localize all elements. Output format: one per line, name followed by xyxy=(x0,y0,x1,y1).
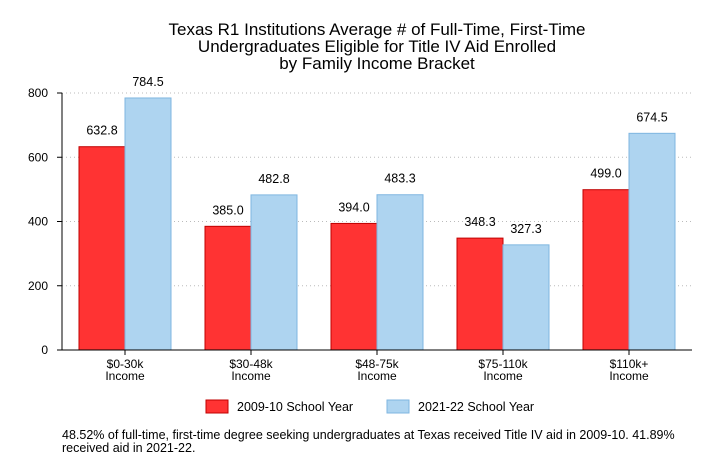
chart-title-line: Undergraduates Eligible for Title IV Aid… xyxy=(198,37,556,56)
x-tick-label: $48-75k xyxy=(355,357,399,371)
x-tick-label: $110k+ xyxy=(610,357,649,371)
bar xyxy=(628,132,676,351)
legend-swatch xyxy=(205,399,229,414)
x-tick-label: Income xyxy=(357,369,397,383)
y-tick-label: 800 xyxy=(28,86,48,100)
chart-title-line: by Family Income Bracket xyxy=(279,54,475,73)
bar xyxy=(78,146,126,351)
bar xyxy=(502,244,550,351)
bar xyxy=(376,194,424,351)
data-label: 632.8 xyxy=(86,124,117,138)
y-tick-label: 600 xyxy=(28,150,48,164)
data-labels: 632.8 784.5 385.0 482.8 394.0 483.3 348.3 327.3… xyxy=(86,75,667,236)
chart-title: Texas R1 Institutions Average # of Full-… xyxy=(169,20,586,73)
bar xyxy=(204,225,252,351)
data-label: 674.5 xyxy=(636,110,667,124)
data-label: 482.8 xyxy=(258,172,289,186)
footnote: 48.52% of full-time, first-time degree s… xyxy=(62,428,675,455)
data-label: 394.0 xyxy=(338,200,369,214)
y-axis: 0 200 400 600 800 xyxy=(28,86,63,357)
x-tick-label: Income xyxy=(231,369,271,383)
legend-swatch xyxy=(386,399,410,414)
data-label: 483.3 xyxy=(384,172,415,186)
legend-label: 2021-22 School Year xyxy=(418,400,534,414)
x-tick-label: Income xyxy=(105,369,145,383)
bars xyxy=(78,97,676,351)
bar xyxy=(250,194,298,351)
chart-title-line: Texas R1 Institutions Average # of Full-… xyxy=(169,20,586,39)
x-tick-label: $30-48k xyxy=(229,357,273,371)
bar xyxy=(124,97,172,351)
x-axis: $0-30kIncome$30-48kIncome$48-75kIncome$7… xyxy=(62,349,692,383)
bar xyxy=(456,237,504,351)
y-tick-label: 0 xyxy=(41,343,48,357)
x-tick-label: Income xyxy=(609,369,649,383)
y-tick-label: 400 xyxy=(28,215,48,229)
x-tick-label: $0-30k xyxy=(107,357,145,371)
legend: 2009-10 School Year 2021-22 School Year xyxy=(205,399,534,414)
bar xyxy=(582,189,630,351)
y-tick-label: 200 xyxy=(28,279,48,293)
legend-label: 2009-10 School Year xyxy=(237,400,353,414)
data-label: 385.0 xyxy=(212,203,243,217)
bar xyxy=(330,222,378,351)
x-tick-label: Income xyxy=(483,369,523,383)
x-tick-label: $75-110k xyxy=(478,357,528,371)
data-label: 327.3 xyxy=(510,222,541,236)
data-label: 499.0 xyxy=(590,167,621,181)
data-label: 784.5 xyxy=(132,75,163,89)
data-label: 348.3 xyxy=(464,215,495,229)
